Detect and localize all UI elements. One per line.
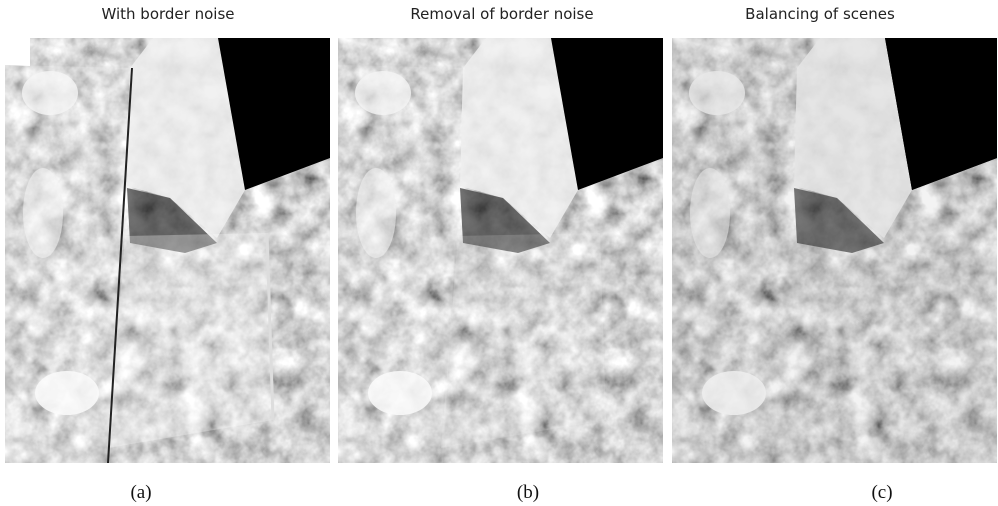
panel-title: With border noise [101, 5, 234, 23]
panel-caption: (b) [517, 482, 539, 503]
panel-caption: (a) [130, 482, 151, 503]
panel-a-image [5, 38, 330, 464]
panel-c-image [672, 38, 997, 463]
panel-b-image [338, 38, 663, 463]
panel-title: Removal of border noise [410, 5, 593, 23]
panel-caption: (c) [871, 482, 892, 503]
panel-title: Balancing of scenes [745, 5, 895, 23]
